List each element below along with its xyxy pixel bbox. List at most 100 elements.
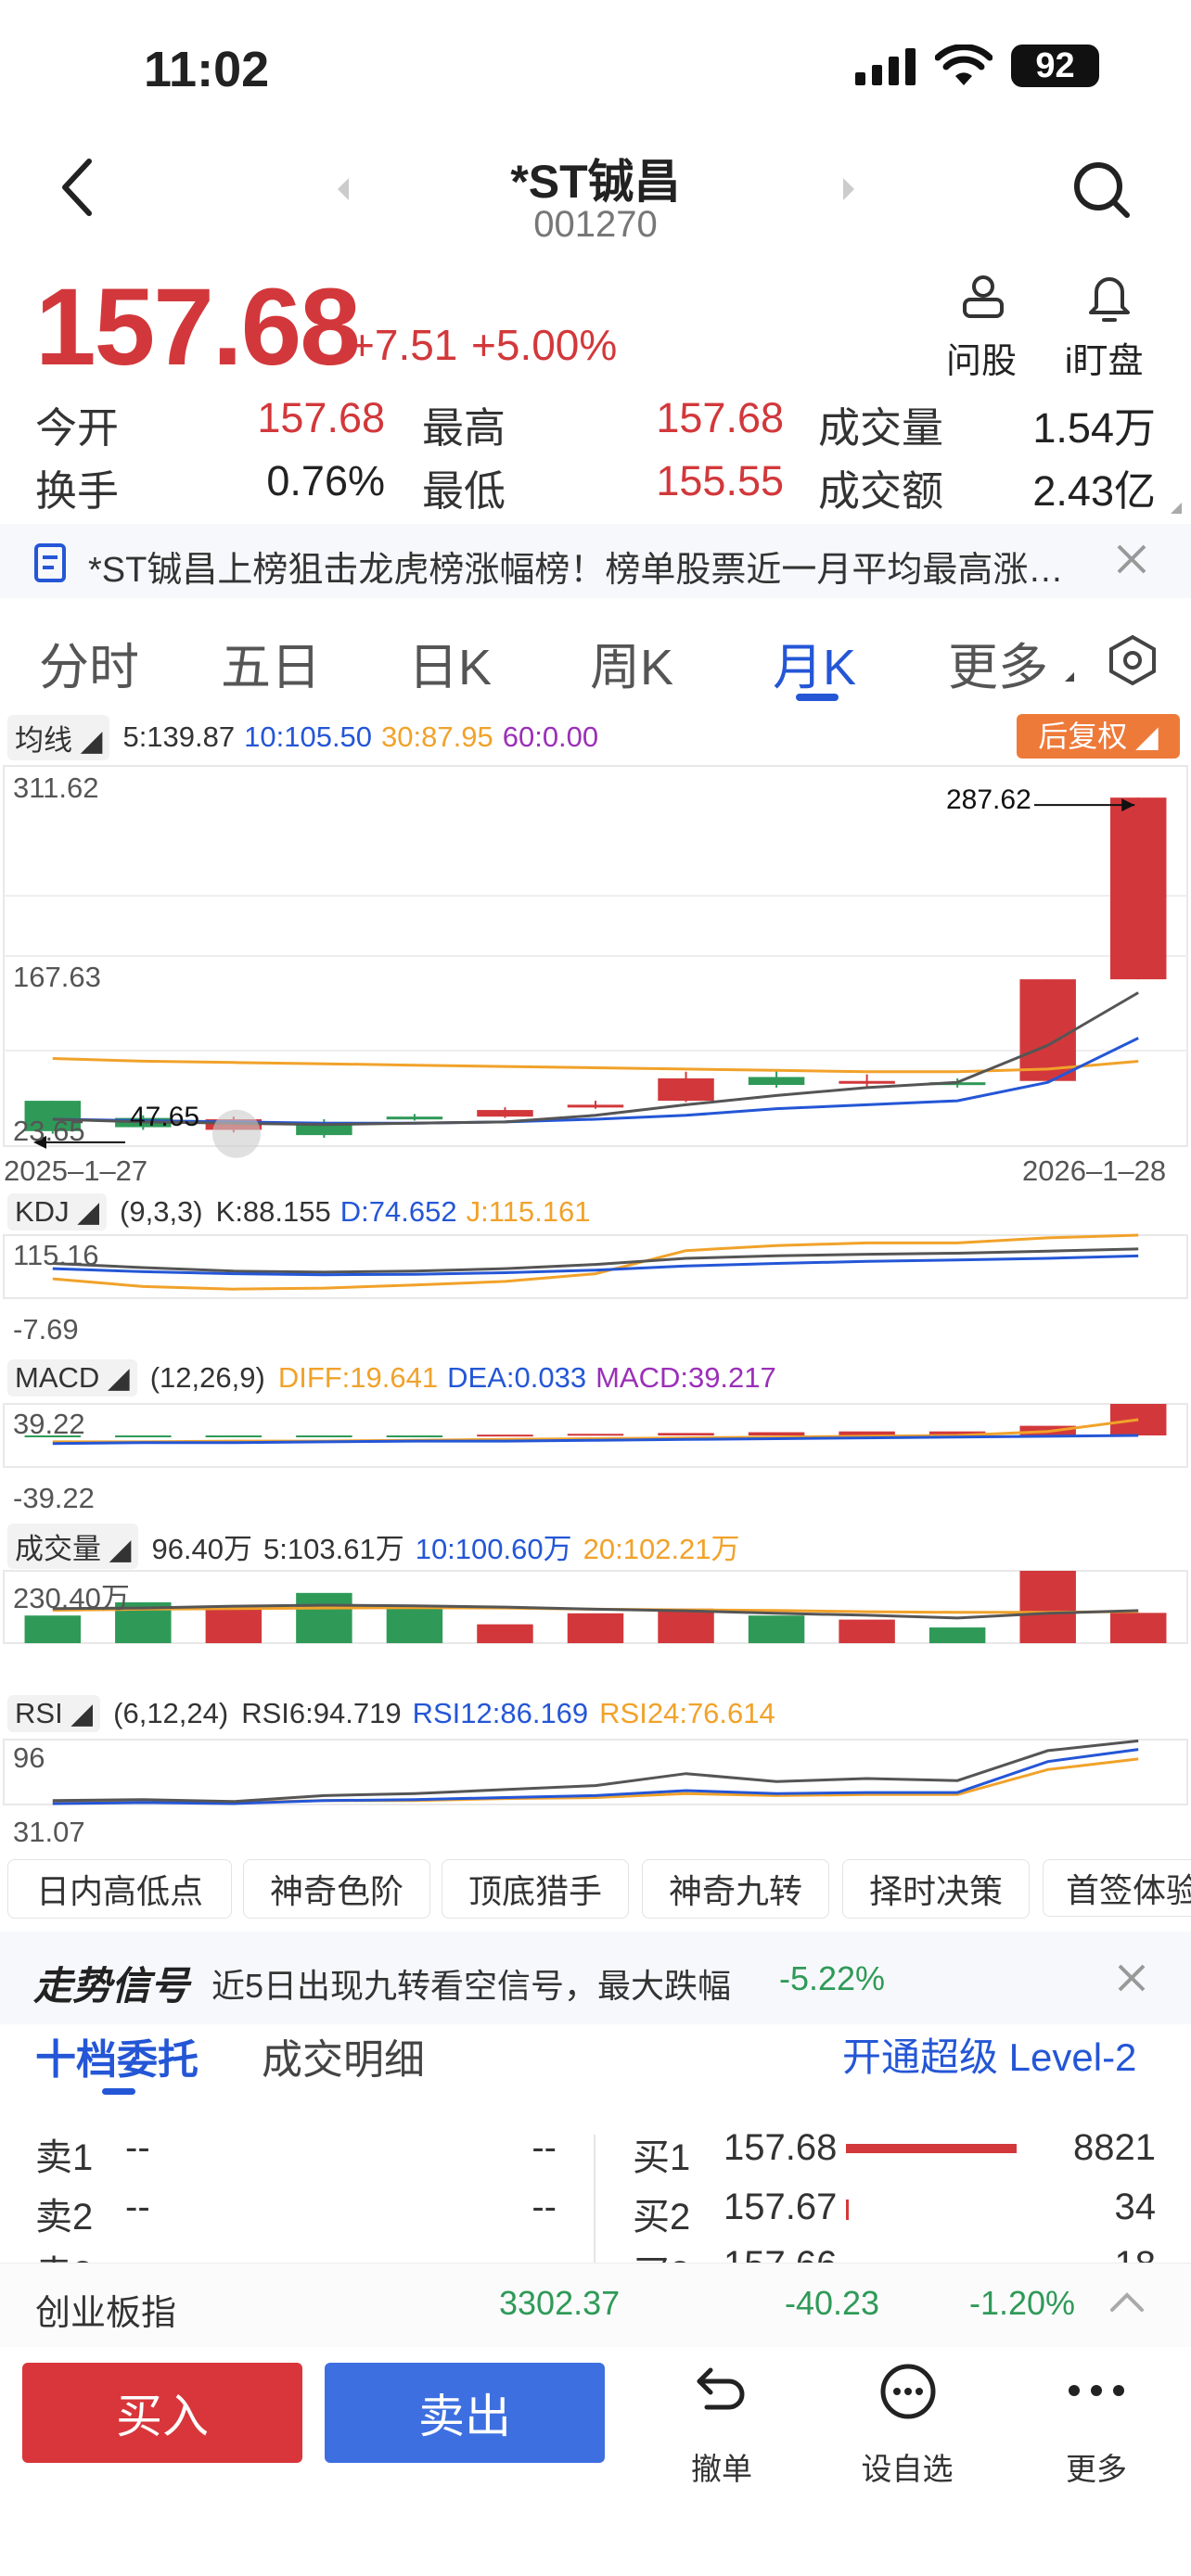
- tab-order-book[interactable]: 十档委托: [35, 2037, 198, 2083]
- stat-amount-label: 成交额: [818, 467, 944, 515]
- buy2-volume-bar: [846, 2200, 849, 2220]
- active-tab-indicator: [796, 694, 839, 701]
- feature-magic-nine[interactable]: 神奇九转: [642, 1859, 829, 1919]
- sell-button[interactable]: 卖出: [325, 2363, 605, 2463]
- feature-magic-color[interactable]: 神奇色阶: [243, 1859, 430, 1919]
- stat-turnover-label: 换手: [35, 467, 120, 515]
- add-watchlist-icon[interactable]: [879, 2363, 937, 2425]
- back-icon[interactable]: [58, 158, 95, 222]
- bell-icon[interactable]: [1085, 272, 1133, 328]
- news-text: *ST铖昌上榜狙击龙虎榜涨幅榜！榜单股票近一月平均最高涨…: [88, 551, 1064, 590]
- index-name: 创业板指: [35, 2294, 177, 2333]
- more-dots-icon[interactable]: [1067, 2383, 1126, 2403]
- volume-ytop: 230.40万: [13, 1582, 130, 1614]
- signal-text: 近5日出现九转看空信号，最大跌幅: [211, 1967, 732, 2005]
- status-time: 11:02: [144, 42, 270, 97]
- buy2-label: 买2: [633, 2197, 691, 2238]
- tab-month-k[interactable]: 月K: [773, 640, 857, 695]
- trend-signal-banner[interactable]: 走势信号 近5日出现九转看空信号，最大跌幅 -5.22%: [0, 1932, 1191, 2024]
- status-bar: 11:02 92: [0, 37, 1191, 102]
- tab-more[interactable]: 更多: [948, 640, 1048, 695]
- rsi6-line: [52, 1739, 1139, 1804]
- expand-corner-icon[interactable]: [1171, 503, 1182, 514]
- search-icon[interactable]: [1071, 159, 1133, 225]
- candle-body: [24, 1101, 82, 1131]
- stock-name: *ST铖昌: [510, 156, 681, 208]
- ask-stock-button[interactable]: [951, 272, 1016, 325]
- volume-bar: [839, 1619, 895, 1643]
- stat-amount-value: 2.43亿: [1032, 467, 1156, 515]
- kline-ymax-label: 311.62: [13, 772, 99, 804]
- macd-bar: [477, 1435, 533, 1437]
- next-stock-icon[interactable]: [839, 176, 858, 207]
- tab-week-k[interactable]: 周K: [590, 640, 674, 695]
- volume-value: 96.40万: [151, 1532, 253, 1565]
- rsi-selector[interactable]: RSI ◢: [7, 1695, 101, 1732]
- close-icon[interactable]: [1113, 541, 1150, 582]
- news-ticker[interactable]: *ST铖昌上榜狙击龙虎榜涨幅榜！榜单股票近一月平均最高涨…: [0, 524, 1191, 598]
- macd-layer: [24, 1404, 1167, 1446]
- stat-turnover-value: 0.76%: [266, 457, 385, 504]
- volume-bar: [477, 1624, 533, 1643]
- ma-selector[interactable]: 均线 ◢: [7, 714, 110, 760]
- signal-close-icon[interactable]: [1115, 1961, 1148, 1999]
- kdj-legend: KDJ ◢ (9,3,3) K:88.155 D:74.652 J:115.16…: [7, 1192, 590, 1232]
- more-label[interactable]: 更多: [1066, 2452, 1127, 2486]
- upgrade-level2-link[interactable]: 开通超级 Level-2: [842, 2035, 1137, 2079]
- orderbook-tab-indicator: [102, 2088, 135, 2095]
- volume-bar: [1019, 1571, 1076, 1643]
- prev-stock-icon[interactable]: [334, 176, 352, 207]
- buy3-volume: 18: [1030, 2244, 1157, 2263]
- buy-button[interactable]: 买入: [22, 2363, 302, 2463]
- volume-selector[interactable]: 成交量 ◢: [7, 1523, 139, 1569]
- tab-intraday[interactable]: 分时: [39, 640, 139, 695]
- battery-icon: 92: [1011, 45, 1099, 87]
- index-value: 3302.37: [499, 2284, 621, 2322]
- buy2-volume: 34: [1114, 2187, 1157, 2227]
- macd-params: (12,26,9): [149, 1361, 265, 1394]
- volume-bar: [386, 1608, 443, 1643]
- buy2-price: 157.67: [724, 2187, 838, 2227]
- nav-bar: *ST铖昌 001270: [0, 139, 1191, 260]
- macd-bar: [386, 1435, 443, 1437]
- tab-day-k[interactable]: 日K: [408, 640, 493, 695]
- feature-intraday-highlow[interactable]: 日内高低点: [7, 1859, 232, 1919]
- sell2-label: 卖2: [35, 2197, 94, 2238]
- macd-selector[interactable]: MACD ◢: [7, 1359, 137, 1396]
- add-watchlist-label[interactable]: 设自选: [861, 2452, 954, 2486]
- ma30-line: [52, 1057, 1139, 1074]
- sell3-label: 卖3: [35, 2244, 93, 2263]
- macd-dea-line: [52, 1434, 1139, 1446]
- chevron-up-icon[interactable]: [1108, 2291, 1146, 2318]
- candle-body: [386, 1116, 443, 1120]
- tab-trade-detail[interactable]: 成交明细: [262, 2037, 425, 2083]
- rsi-params: (6,12,24): [113, 1697, 229, 1729]
- cancel-order-label[interactable]: 撤单: [691, 2452, 752, 2486]
- index-change: -40.23: [785, 2284, 880, 2322]
- kdj-selector[interactable]: KDJ ◢: [7, 1193, 108, 1231]
- current-price: 157.68: [35, 266, 361, 389]
- high-marker-label: 287.62: [946, 784, 1031, 815]
- adjust-button[interactable]: 后复权 ◢: [1017, 714, 1180, 759]
- undo-icon[interactable]: [694, 2365, 749, 2421]
- tab-five-day[interactable]: 五日: [221, 640, 321, 695]
- buy1-label: 买1: [633, 2137, 691, 2178]
- macd-bar: [658, 1433, 714, 1435]
- kdj-j-line: [52, 1233, 1139, 1291]
- settings-hex-icon[interactable]: [1108, 634, 1157, 691]
- stock-code: 001270: [533, 204, 658, 245]
- sell2-volume: --: [531, 2187, 557, 2227]
- feature-first-experience[interactable]: 首签体验: [1043, 1859, 1191, 1917]
- rsi-ytop: 96: [13, 1741, 45, 1774]
- feature-top-bottom-hunter[interactable]: 顶底猎手: [442, 1859, 629, 1919]
- feature-timing-decision[interactable]: 择时决策: [842, 1859, 1030, 1919]
- kdj-layer: [52, 1233, 1139, 1291]
- index-bar[interactable]: 创业板指 3302.37 -40.23 -1.20%: [0, 2263, 1191, 2347]
- volume-bar: [928, 1627, 986, 1643]
- stock-chart[interactable]: [0, 760, 1191, 1855]
- volume-ma5-line: [52, 1603, 1139, 1620]
- period-tabs: 分时 五日 日K 周K 月K 更多: [0, 603, 1191, 714]
- macd-bar: [205, 1435, 263, 1437]
- rsi-ybottom: 31.07: [13, 1816, 85, 1848]
- kline-ymin-label: 23.65: [13, 1115, 85, 1147]
